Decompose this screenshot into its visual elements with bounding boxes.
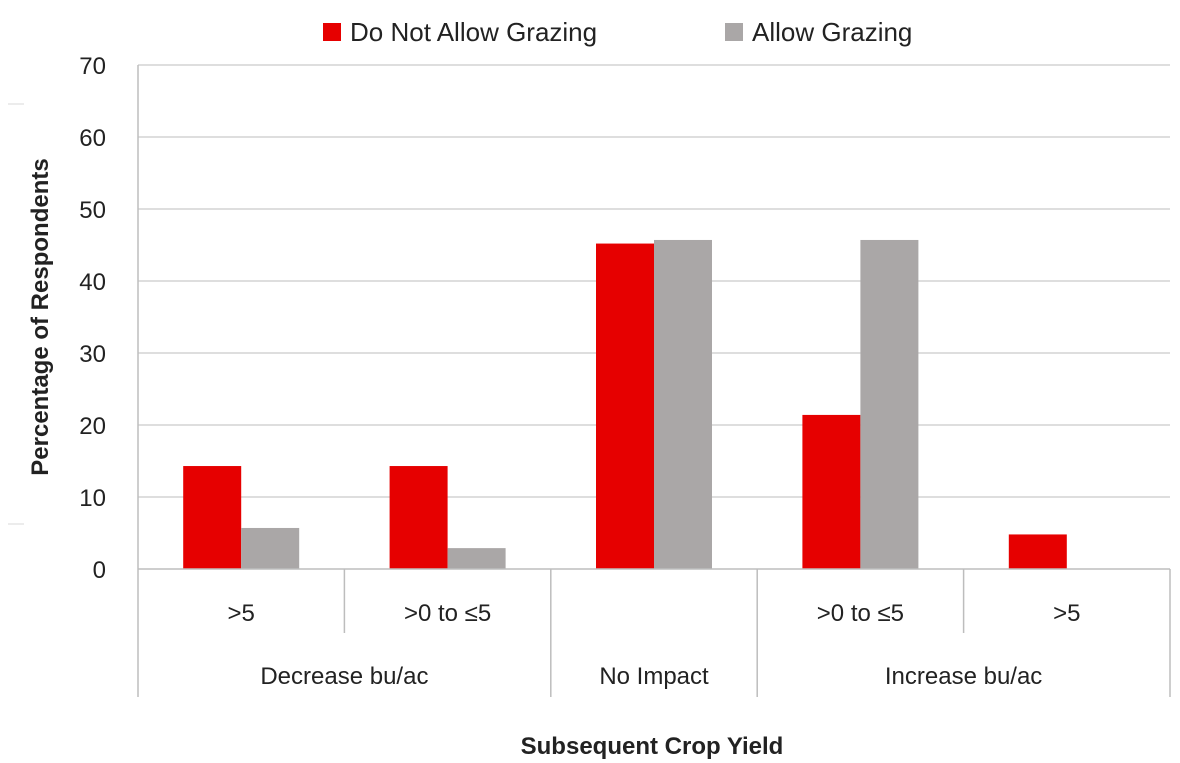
bar-do-not-allow-3 — [802, 414, 861, 569]
x-group-label-2: Increase bu/ac — [885, 663, 1042, 690]
y-tick-label-0: 0 — [93, 557, 106, 584]
bar-allow-2 — [654, 239, 712, 569]
y-tick-label-30: 30 — [79, 341, 106, 368]
y-tick-label-70: 70 — [79, 53, 106, 80]
bar-do-not-allow-4 — [1008, 534, 1067, 569]
bar-do-not-allow-1 — [389, 466, 448, 569]
y-tick-label-10: 10 — [79, 485, 106, 512]
bar-allow-0 — [241, 527, 300, 569]
x-tick-label-0: >5 — [228, 600, 255, 627]
y-axis-title: Percentage of Respondents — [27, 158, 54, 475]
x-tick-label-4: >5 — [1053, 600, 1080, 627]
y-tick-label-50: 50 — [79, 197, 106, 224]
x-group-label-1: No Impact — [599, 663, 709, 690]
bars — [183, 239, 1067, 569]
x-tick-label-1: >0 to ≤5 — [404, 600, 491, 627]
x-axis: >5 >0 to ≤5 >0 to ≤5 >5 Decrease bu/ac No Imp… — [137, 568, 1171, 697]
legend: Do Not Allow Grazing Allow Grazing — [323, 17, 912, 47]
y-axis-ticks: 0 10 20 30 40 50 60 70 — [79, 53, 106, 584]
bar-do-not-allow-0 — [183, 466, 242, 569]
bar-allow-3 — [860, 239, 919, 569]
y-tick-label-40: 40 — [79, 269, 106, 296]
x-group-label-0: Decrease bu/ac — [260, 663, 428, 690]
bar-do-not-allow-2 — [596, 243, 654, 569]
legend-label-allow-grazing: Allow Grazing — [752, 17, 912, 47]
y-tick-label-60: 60 — [79, 125, 106, 152]
legend-label-do-not-allow-grazing: Do Not Allow Grazing — [350, 17, 597, 47]
legend-swatch-allow-grazing — [725, 23, 743, 41]
bar-allow-1 — [447, 548, 506, 569]
legend-swatch-do-not-allow-grazing — [323, 23, 341, 41]
y-tick-label-20: 20 — [79, 413, 106, 440]
x-axis-title: Subsequent Crop Yield — [521, 733, 784, 760]
x-tick-label-3: >0 to ≤5 — [817, 600, 904, 627]
